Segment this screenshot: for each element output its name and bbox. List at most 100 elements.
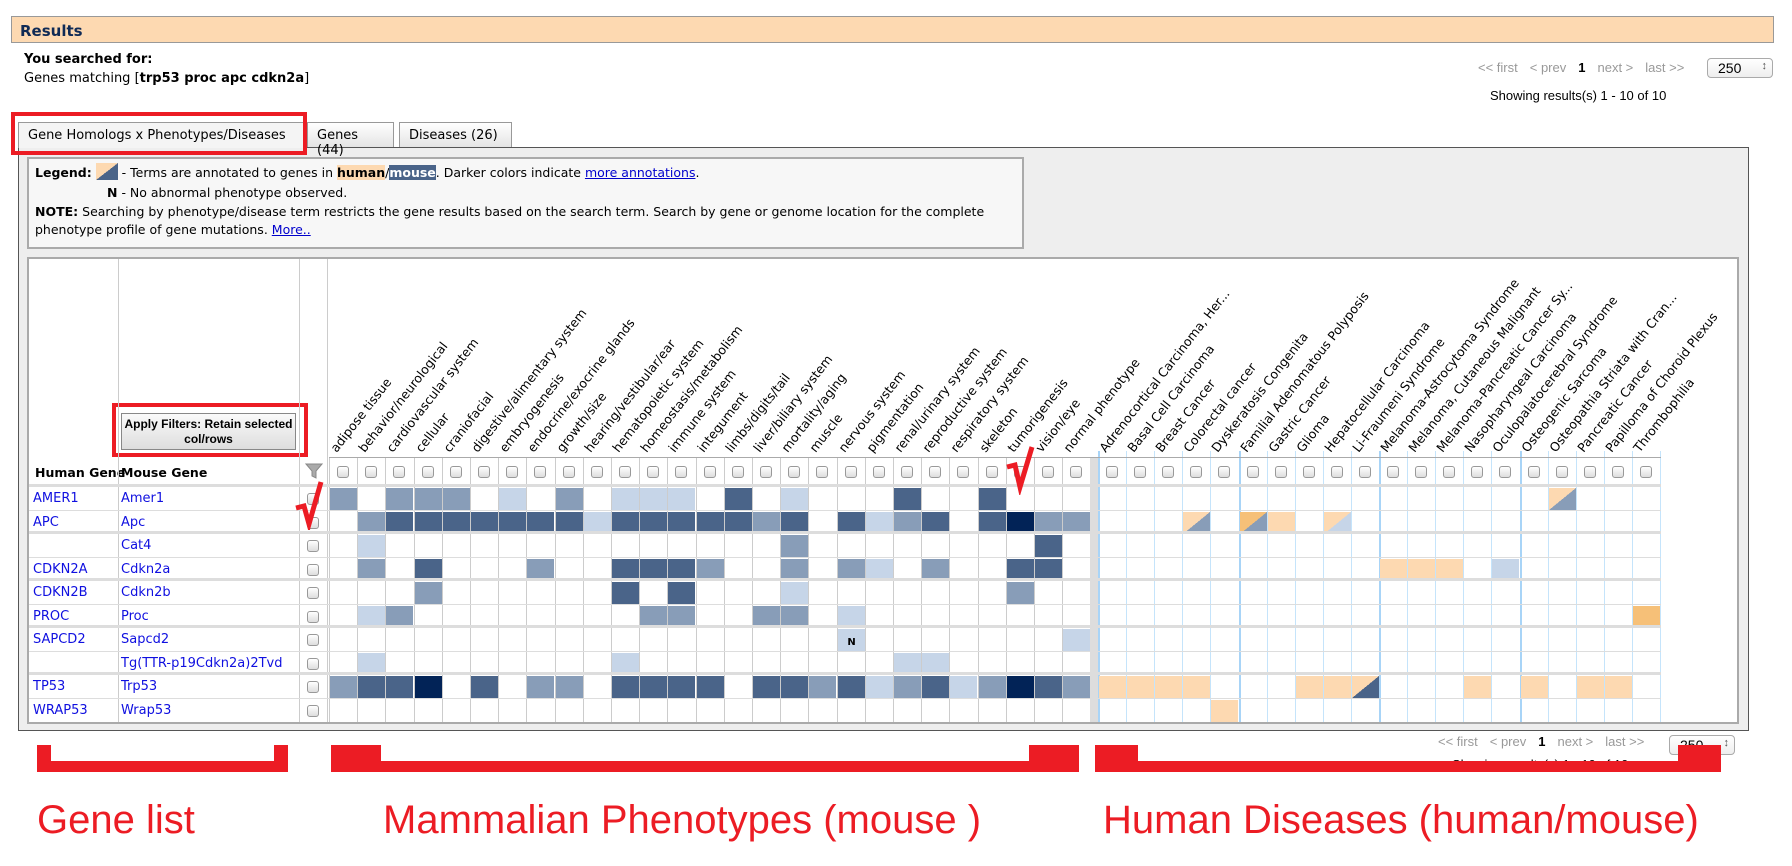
phenotype-cell[interactable] xyxy=(753,512,780,534)
disease-cell[interactable] xyxy=(1183,512,1210,534)
column-checkbox[interactable] xyxy=(1247,466,1259,478)
column-checkbox[interactable] xyxy=(1528,466,1540,478)
phenotype-cell[interactable] xyxy=(668,512,695,534)
column-checkbox[interactable] xyxy=(1387,466,1399,478)
phenotype-cell[interactable] xyxy=(415,512,442,534)
page-size-select[interactable]: 250 xyxy=(1707,58,1773,78)
column-checkbox[interactable] xyxy=(534,466,546,478)
phenotype-cell[interactable] xyxy=(358,535,385,557)
more-annotations-link[interactable]: more annotations xyxy=(584,165,696,180)
column-checkbox[interactable] xyxy=(619,466,631,478)
phenotype-cell[interactable] xyxy=(358,606,385,628)
column-checkbox[interactable] xyxy=(1612,466,1624,478)
phenotype-cell[interactable] xyxy=(443,512,470,534)
human-gene-link[interactable]: CDKN2B xyxy=(33,585,88,600)
phenotype-cell[interactable] xyxy=(1007,512,1034,534)
phenotype-cell[interactable] xyxy=(668,582,695,604)
phenotype-cell[interactable] xyxy=(386,512,413,534)
last-link[interactable]: last >> xyxy=(1645,60,1685,75)
phenotype-cell[interactable] xyxy=(894,653,921,675)
phenotype-cell[interactable] xyxy=(781,535,808,557)
column-checkbox[interactable] xyxy=(393,466,405,478)
phenotype-cell[interactable] xyxy=(753,676,780,698)
disease-cell[interactable] xyxy=(1155,676,1182,698)
phenotype-cell[interactable] xyxy=(753,606,780,628)
phenotype-cell[interactable] xyxy=(330,676,357,698)
phenotype-cell[interactable] xyxy=(866,676,893,698)
phenotype-cell[interactable] xyxy=(1007,559,1034,581)
column-checkbox[interactable] xyxy=(647,466,659,478)
column-checkbox[interactable] xyxy=(1275,466,1287,478)
phenotype-cell[interactable] xyxy=(612,676,639,698)
disease-cell[interactable] xyxy=(1211,700,1238,722)
disease-cell[interactable] xyxy=(1521,676,1548,698)
phenotype-cell[interactable] xyxy=(415,582,442,604)
column-checkbox[interactable] xyxy=(957,466,969,478)
phenotype-cell[interactable] xyxy=(697,676,724,698)
phenotype-cell[interactable] xyxy=(1035,676,1062,698)
phenotype-cell[interactable] xyxy=(838,559,865,581)
column-checkbox[interactable] xyxy=(1359,466,1371,478)
disease-cell[interactable] xyxy=(1492,559,1519,581)
phenotype-cell[interactable] xyxy=(697,559,724,581)
disease-cell[interactable] xyxy=(1380,559,1407,581)
mouse-gene-link[interactable]: Proc xyxy=(121,609,149,624)
apply-filters-button[interactable]: Apply Filters: Retain selected col/rows xyxy=(121,413,296,450)
phenotype-cell[interactable] xyxy=(1007,676,1034,698)
filter-icon[interactable] xyxy=(305,462,323,480)
mouse-gene-link[interactable]: Cdkn2b xyxy=(121,585,171,600)
disease-cell[interactable] xyxy=(1464,676,1491,698)
human-gene-link[interactable]: AMER1 xyxy=(33,491,79,506)
human-gene-link[interactable]: WRAP53 xyxy=(33,703,88,718)
disease-cell[interactable] xyxy=(1183,676,1210,698)
disease-cell[interactable] xyxy=(1324,676,1351,698)
column-checkbox[interactable] xyxy=(1070,466,1082,478)
phenotype-cell[interactable] xyxy=(781,512,808,534)
phenotype-cell[interactable] xyxy=(471,676,498,698)
tab-genes[interactable]: Genes (44) xyxy=(307,122,394,158)
phenotype-cell[interactable] xyxy=(443,488,470,510)
mouse-gene-link[interactable]: Cdkn2a xyxy=(121,562,171,577)
prev-link-bottom[interactable]: < prev xyxy=(1489,734,1527,749)
human-gene-link[interactable]: TP53 xyxy=(33,679,66,694)
column-checkbox[interactable] xyxy=(1556,466,1568,478)
column-checkbox[interactable] xyxy=(986,466,998,478)
phenotype-cell[interactable] xyxy=(584,512,611,534)
disease-cell[interactable] xyxy=(1605,676,1632,698)
phenotype-cell[interactable] xyxy=(556,512,583,534)
column-checkbox[interactable] xyxy=(337,466,349,478)
disease-cell[interactable] xyxy=(1549,488,1576,510)
column-checkbox[interactable] xyxy=(591,466,603,478)
first-link-bottom[interactable]: << first xyxy=(1438,734,1478,749)
disease-cell[interactable] xyxy=(1633,606,1660,628)
phenotype-cell[interactable] xyxy=(415,488,442,510)
phenotype-cell[interactable] xyxy=(527,559,554,581)
disease-cell[interactable] xyxy=(1577,676,1604,698)
disease-cell[interactable] xyxy=(1296,676,1323,698)
phenotype-cell[interactable] xyxy=(781,488,808,510)
phenotype-cell[interactable] xyxy=(386,606,413,628)
column-checkbox[interactable] xyxy=(1190,466,1202,478)
mouse-gene-link[interactable]: Trp53 xyxy=(121,679,158,694)
phenotype-cell[interactable] xyxy=(922,559,949,581)
phenotype-cell[interactable] xyxy=(556,676,583,698)
disease-cell[interactable] xyxy=(1436,559,1463,581)
first-link[interactable]: << first xyxy=(1478,60,1518,75)
phenotype-cell[interactable] xyxy=(979,512,1006,534)
column-checkbox[interactable] xyxy=(1584,466,1596,478)
phenotype-cell[interactable] xyxy=(838,606,865,628)
column-checkbox[interactable] xyxy=(873,466,885,478)
phenotype-cell[interactable] xyxy=(612,559,639,581)
next-link-bottom[interactable]: next > xyxy=(1557,734,1594,749)
disease-cell[interactable] xyxy=(1268,512,1295,534)
mouse-gene-link[interactable]: Tg(TTR-p19Cdkn2a)2Tvd xyxy=(121,656,283,671)
row-checkbox[interactable] xyxy=(307,611,319,623)
phenotype-cell[interactable] xyxy=(386,676,413,698)
row-checkbox[interactable] xyxy=(307,705,319,717)
phenotype-cell[interactable] xyxy=(471,512,498,534)
phenotype-cell[interactable] xyxy=(358,653,385,675)
phenotype-cell[interactable] xyxy=(922,676,949,698)
more-link[interactable]: More.. xyxy=(271,222,311,237)
phenotype-cell[interactable] xyxy=(415,559,442,581)
column-checkbox[interactable] xyxy=(1042,466,1054,478)
